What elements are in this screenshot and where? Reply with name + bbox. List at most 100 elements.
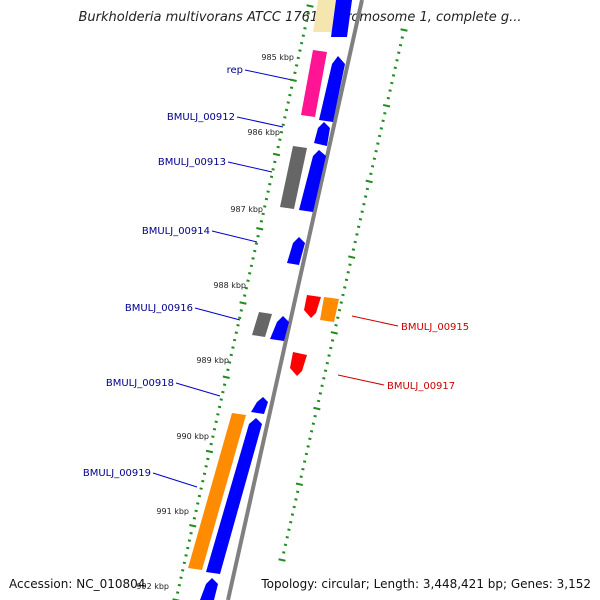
scale-tick — [264, 197, 269, 201]
scale-tick — [386, 96, 391, 100]
scale-tick — [289, 86, 294, 89]
scale-tick — [360, 210, 364, 214]
scale-tick — [216, 413, 220, 416]
scale-tick — [197, 494, 202, 498]
cds-bmulj-00913-blue — [299, 150, 326, 212]
scale-tick — [261, 212, 265, 216]
leader-bmulj-00918 — [175, 382, 221, 397]
scale-tick — [227, 361, 232, 364]
scale-tick — [382, 103, 391, 108]
scale-tick — [259, 220, 264, 223]
scale-tick — [283, 543, 288, 547]
scale-tick — [290, 513, 295, 516]
label-bmulj-00919[interactable]: BMULJ_00919 — [83, 468, 151, 479]
cds-rep-blue — [319, 56, 345, 122]
scale-tick — [398, 43, 403, 47]
scale-tick — [236, 323, 240, 327]
feature-rep-pink — [301, 50, 327, 117]
scale-tick — [377, 134, 382, 138]
scale-tick — [269, 175, 274, 179]
scale-tick — [313, 406, 321, 411]
scale-tick — [299, 475, 303, 479]
scale-tick — [177, 583, 182, 587]
scale-tick — [189, 531, 193, 535]
accession-text: Accession: NC_010804 — [9, 577, 146, 591]
scale-tick — [299, 41, 304, 45]
cds-bmulj-00917-red — [290, 352, 307, 376]
scale-tick — [334, 323, 338, 327]
scale-tick — [356, 225, 361, 229]
scale-tick — [222, 383, 227, 386]
scale-tick — [351, 248, 356, 251]
scale-tick — [234, 331, 238, 335]
scale-tick — [212, 427, 217, 431]
scale-tick — [187, 539, 192, 542]
scale-tick — [283, 116, 287, 119]
scale-tick — [271, 168, 275, 171]
scale-tick — [370, 164, 375, 168]
scale-tick — [202, 472, 207, 476]
scale-tick — [201, 479, 205, 483]
leader-bmulj-00912 — [236, 116, 284, 128]
label-bmulj-00916[interactable]: BMULJ_00916 — [125, 303, 193, 314]
label-bmulj-00914[interactable]: BMULJ_00914 — [142, 226, 210, 237]
scale-tick — [311, 422, 316, 426]
scale-tick — [390, 81, 394, 85]
scale-tick — [175, 591, 180, 594]
scale-tick — [303, 26, 307, 30]
label-bmulj-00915[interactable]: BMULJ_00915 — [401, 322, 469, 333]
scale-tick — [329, 346, 333, 350]
scale-tick — [336, 316, 340, 320]
scale-tick — [268, 182, 272, 186]
scale-tick — [186, 546, 190, 550]
scale-label-990: 990 kbp — [176, 432, 209, 441]
scale-tick — [318, 392, 323, 395]
scale-tick — [295, 482, 304, 487]
scale-tick — [341, 293, 345, 297]
scale-label-992: 992 kbp — [136, 582, 169, 591]
scale-tick — [287, 528, 291, 532]
label-rep[interactable]: rep — [227, 65, 243, 76]
scale-tick — [320, 384, 324, 388]
scale-tick — [242, 294, 247, 297]
scale-tick — [358, 217, 363, 221]
cds-bmulj-00912 — [314, 122, 330, 146]
label-bmulj-00913[interactable]: BMULJ_00913 — [158, 157, 226, 168]
label-bmulj-00918[interactable]: BMULJ_00918 — [106, 378, 174, 389]
scale-tick — [379, 127, 384, 130]
scale-label-987: 987 kbp — [230, 205, 263, 214]
scale-tick — [337, 308, 342, 312]
scale-label-986: 986 kbp — [247, 128, 280, 137]
scale-tick — [302, 460, 307, 463]
scale-tick — [301, 34, 305, 38]
scale-tick — [281, 123, 285, 127]
scale-tick — [199, 487, 203, 490]
scale-tick — [251, 257, 255, 260]
chromosome-backbone — [226, 0, 364, 600]
scale-tick — [272, 152, 281, 157]
scale-tick — [306, 4, 314, 8]
scale-tick — [308, 437, 312, 441]
scale-tick — [239, 301, 247, 305]
scale-tick — [278, 558, 286, 562]
scale-tick — [217, 405, 222, 409]
scale-tick — [276, 145, 280, 149]
leader-rep — [244, 69, 293, 81]
scale-tick — [194, 509, 198, 513]
scale-tick — [246, 279, 250, 283]
scale-tick — [219, 398, 223, 401]
scale-tick — [256, 234, 260, 238]
scale-tick — [214, 420, 218, 424]
scale-tick — [363, 195, 368, 198]
label-bmulj-00917[interactable]: BMULJ_00917 — [387, 381, 455, 392]
label-bmulj-00912[interactable]: BMULJ_00912 — [167, 112, 235, 123]
scale-tick — [313, 414, 317, 418]
scale-tick-track-inner — [172, 4, 314, 600]
scale-tick — [237, 316, 242, 320]
scale-tick — [301, 467, 305, 471]
scale-tick — [306, 12, 311, 15]
scale-tick — [306, 445, 310, 448]
cds-bottom-blue — [200, 578, 218, 600]
scale-tick — [304, 19, 309, 23]
